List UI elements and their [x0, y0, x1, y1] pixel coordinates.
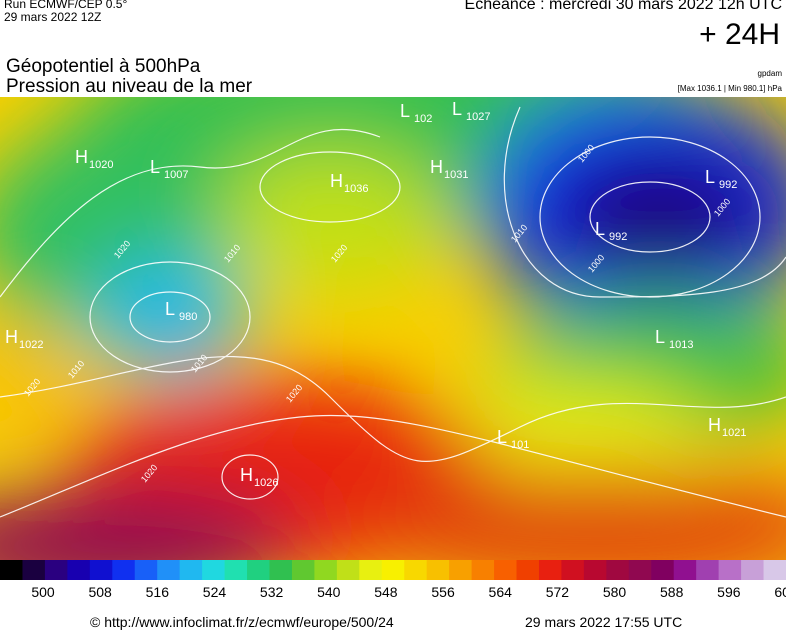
- colorbar-label: 516: [146, 584, 170, 600]
- run: Run ECMWF/CEP 0.5°: [4, 0, 128, 11]
- color-swatch: [89, 560, 113, 580]
- center-kind: H: [708, 415, 721, 435]
- center-kind: L: [497, 427, 507, 447]
- color-swatch: [606, 560, 630, 580]
- field: [0, 97, 786, 560]
- colorbar: 500 508 516 524 532 540 548 556 564 572 580 588 596 6…: [0, 560, 786, 600]
- colorbar-label: 540: [317, 584, 341, 600]
- color-swatch: [291, 560, 315, 580]
- color-swatch: [651, 560, 675, 580]
- center-value: 101: [511, 439, 529, 451]
- center-value: 102: [414, 113, 432, 125]
- color-swatch: [247, 560, 270, 580]
- color-swatch: [359, 560, 383, 580]
- colorbar-label: 532: [260, 584, 284, 600]
- center-value: 1021: [722, 427, 746, 439]
- center-value: 1022: [19, 339, 43, 351]
- center-value: 1031: [444, 169, 468, 181]
- color-swatch: [381, 560, 405, 580]
- center-kind: L: [655, 327, 665, 347]
- footer-url[interactable]: © http://www.infoclimat.fr/z/ecmwf/europ…: [90, 614, 394, 630]
- color-swatch: [696, 560, 720, 580]
- subtitle: Pression au niveau de la mer: [6, 76, 253, 97]
- colorbar-label: 548: [374, 584, 398, 600]
- center-value: 1036: [344, 183, 368, 195]
- color-swatch: [494, 560, 518, 580]
- color-swatch: [157, 560, 181, 580]
- center-value: 1027: [466, 111, 490, 123]
- color-swatch: [44, 560, 68, 580]
- colorbar-label: 596: [717, 584, 741, 600]
- color-swatch: [404, 560, 428, 580]
- colorbar-label: 500: [31, 584, 55, 600]
- center-kind: H: [75, 147, 88, 167]
- footer-time: 29 mars 2022 17:55 UTC: [525, 614, 683, 630]
- center-value: 1026: [254, 477, 278, 489]
- center-kind: L: [150, 157, 160, 177]
- center-kind: H: [240, 465, 253, 485]
- center-value: 980: [179, 311, 197, 323]
- center-value: 992: [609, 231, 627, 243]
- colorbar-label: 556: [431, 584, 455, 600]
- color-swatch: [202, 560, 226, 580]
- isobars: [0, 106, 786, 518]
- center-value: 1020: [89, 159, 113, 171]
- center-kind: H: [430, 157, 443, 177]
- color-swatch: [718, 560, 742, 580]
- center-kind: L: [400, 101, 410, 121]
- center-kind: L: [165, 299, 175, 319]
- color-swatch: [269, 560, 293, 580]
- colorbar-label: 604: [774, 584, 786, 600]
- colorbar-label: 564: [489, 584, 513, 600]
- valid-time: Echéance : mercredi 30 mars 2022 12h UTC: [464, 0, 782, 13]
- color-swatch: [471, 560, 495, 580]
- colorbar-label: 524: [203, 584, 227, 600]
- range: [Max 1036.1 | Min 980.1] hPa: [677, 84, 782, 93]
- center-kind: L: [705, 167, 715, 187]
- color-swatch: [179, 560, 203, 580]
- center-value: 992: [719, 179, 737, 191]
- colorbar-label: 508: [88, 584, 112, 600]
- colorbar-label: 588: [660, 584, 684, 600]
- center-kind: L: [595, 219, 605, 239]
- color-swatch: [134, 560, 158, 580]
- title: Géopotentiel à 500hPa: [6, 56, 201, 77]
- color-swatch: [538, 560, 562, 580]
- run-date: 29 mars 2022 12Z: [4, 10, 102, 24]
- center-value: 1007: [164, 169, 188, 181]
- color-swatch: [516, 560, 540, 580]
- colorbar-label: 572: [546, 584, 570, 600]
- color-swatch: [741, 560, 765, 580]
- color-swatch: [0, 560, 23, 580]
- color-swatch: [112, 560, 136, 580]
- color-swatch: [224, 560, 248, 580]
- lead-time: + 24H: [699, 18, 780, 51]
- color-swatch: [426, 560, 450, 580]
- color-swatch: [628, 560, 652, 580]
- unit: gpdam: [757, 69, 782, 78]
- color-swatch: [67, 560, 91, 580]
- color-swatch: [561, 560, 585, 580]
- center-kind: H: [330, 171, 343, 191]
- color-swatch: [314, 560, 338, 580]
- color-swatch: [763, 560, 786, 580]
- center-kind: L: [452, 99, 462, 119]
- color-swatch: [336, 560, 360, 580]
- center-kind: H: [5, 327, 18, 347]
- color-swatch: [673, 560, 697, 580]
- color-swatch: [22, 560, 46, 580]
- color-swatch: [449, 560, 473, 580]
- center-value: 1013: [669, 339, 693, 351]
- colorbar-label: 580: [603, 584, 627, 600]
- color-swatch: [583, 560, 607, 580]
